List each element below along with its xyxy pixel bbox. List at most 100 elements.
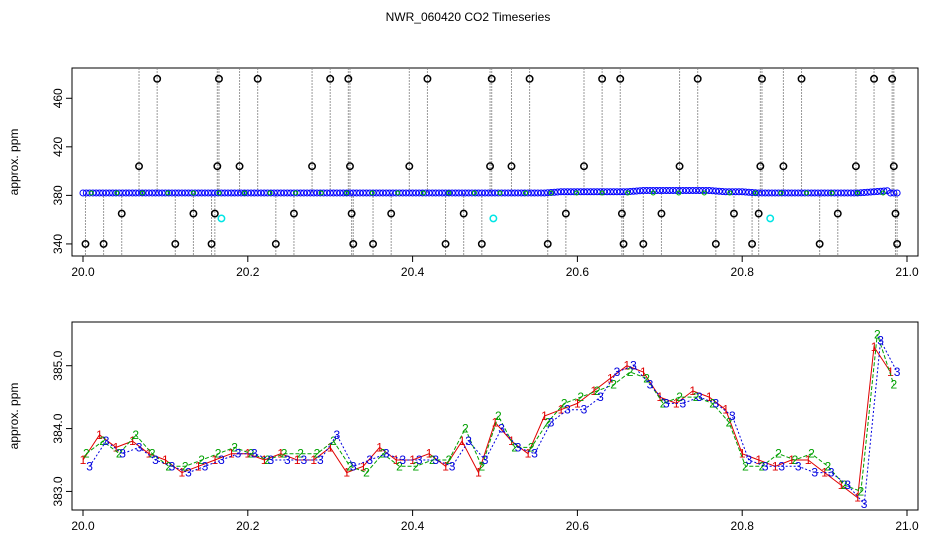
data-point [880, 187, 888, 195]
data-point [540, 189, 548, 197]
data-point [840, 189, 848, 197]
data-point [484, 189, 492, 197]
data-point [250, 189, 258, 197]
y-tick-label: 383.0 [51, 476, 65, 506]
data-point [190, 190, 196, 196]
data-point [570, 188, 578, 196]
data-point: 1 [459, 434, 466, 448]
data-point [347, 209, 356, 218]
data-point [326, 189, 334, 197]
data-point: 3 [844, 478, 851, 492]
data-point: 2 [561, 396, 568, 410]
data-point [616, 74, 625, 83]
data-point: 3 [465, 434, 472, 448]
data-point: 3 [350, 459, 357, 473]
data-point [329, 189, 337, 197]
data-point [235, 162, 244, 171]
data-point [781, 189, 789, 197]
data-point: 1 [492, 415, 499, 429]
data-point [189, 209, 198, 218]
data-point [280, 189, 288, 197]
data-point: 2 [693, 390, 700, 404]
data-point [548, 190, 554, 196]
data-point [336, 189, 344, 197]
data-point [735, 188, 743, 196]
data-point: 2 [149, 447, 156, 461]
data-point: 3 [202, 459, 209, 473]
data-point [504, 189, 512, 197]
panel-1: 20.0 20.2 20.4 20.6 20.8 21.0 340 380 420 460 appr… [7, 67, 919, 279]
data-point [178, 189, 186, 197]
data-point [829, 190, 835, 196]
data-point: 1 [343, 466, 350, 480]
spike-lines [84, 69, 898, 255]
data-point: 3 [284, 453, 291, 467]
data-point [486, 162, 495, 171]
data-point: 2 [495, 409, 502, 423]
data-point: 3 [762, 459, 769, 473]
data-point [125, 189, 133, 197]
data-point: 1 [739, 447, 746, 461]
data-point: 2 [413, 459, 420, 473]
data-point [344, 74, 353, 83]
data-point [560, 188, 568, 196]
data-point [567, 188, 575, 196]
data-point: 3 [366, 453, 373, 467]
data-point [441, 239, 450, 248]
data-point [273, 189, 281, 197]
x-tick-label: 20.0 [71, 265, 95, 279]
data-point [833, 209, 842, 218]
data-point [727, 190, 733, 196]
data-point [774, 189, 782, 197]
y-tick-label: 380 [51, 185, 65, 205]
data-point [889, 162, 898, 171]
data-point: 1 [426, 447, 433, 461]
data-point [402, 189, 410, 197]
data-point: 1 [211, 453, 218, 467]
data-point: 2 [132, 428, 139, 442]
data-point: 1 [838, 478, 845, 492]
data-point [748, 239, 757, 248]
data-point: 1 [277, 447, 284, 461]
data-point: 3 [564, 403, 571, 417]
data-point [514, 189, 522, 197]
data-point [487, 74, 496, 83]
data-point: 3 [712, 396, 719, 410]
data-point [313, 189, 321, 197]
y-tick-label: 420 [51, 136, 65, 156]
data-point [857, 189, 865, 197]
data-point [797, 74, 806, 83]
data-point [507, 189, 515, 197]
data-point [270, 189, 278, 197]
data-point: 1 [244, 447, 251, 461]
data-point [814, 189, 822, 197]
data-point: 3 [877, 334, 884, 348]
data-point [300, 189, 308, 197]
data-point: 3 [86, 459, 93, 473]
data-point [99, 189, 107, 197]
data-point: 3 [432, 453, 439, 467]
data-point: 3 [680, 396, 687, 410]
data-point [834, 189, 842, 197]
data-point [115, 189, 123, 197]
data-point: 1 [113, 440, 120, 454]
data-point [662, 187, 670, 195]
data-point [303, 189, 311, 197]
data-point [543, 239, 552, 248]
data-point [423, 74, 432, 83]
data-point: 2 [610, 378, 617, 392]
data-point [109, 189, 117, 197]
data-point [689, 187, 697, 195]
data-point [685, 187, 693, 195]
data-point: 2 [726, 415, 733, 429]
data-point [625, 190, 631, 196]
data-point [821, 189, 829, 197]
data-point: 3 [811, 466, 818, 480]
data-point [639, 239, 648, 248]
data-point [306, 189, 314, 197]
data-point [461, 189, 469, 197]
y-tick-label: 384.0 [51, 413, 65, 443]
data-point [880, 190, 886, 196]
data-point: 2 [363, 466, 370, 480]
